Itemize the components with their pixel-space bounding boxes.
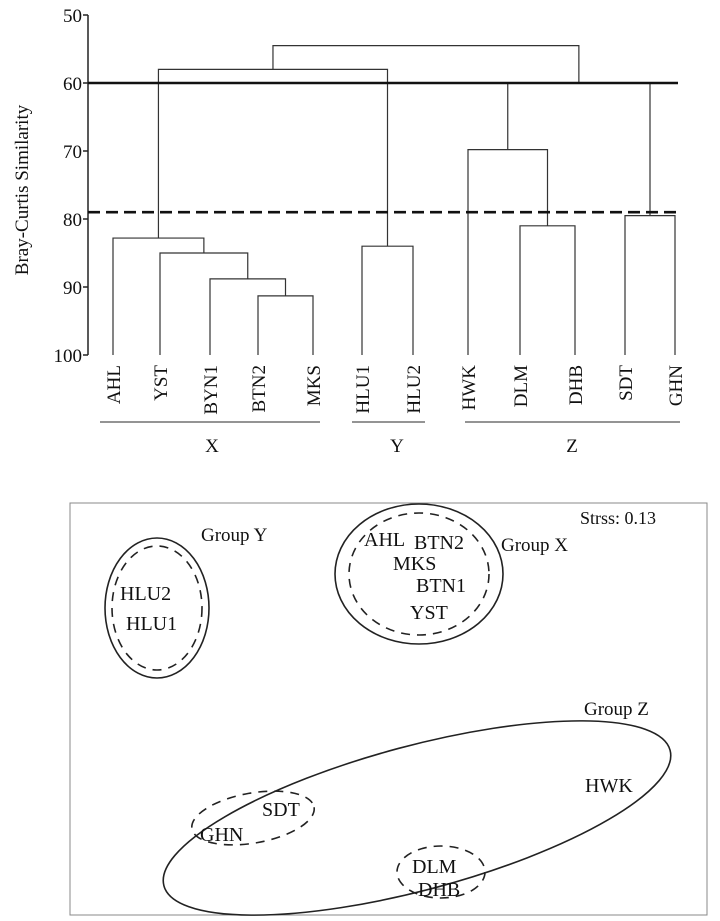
y-axis-label: Bray-Curtis Similarity	[12, 104, 33, 275]
point-label: MKS	[393, 553, 436, 575]
group-label: Group X	[501, 535, 568, 556]
leaf-label: BYN1	[201, 365, 222, 415]
point-label: BTN1	[416, 575, 466, 597]
leaf-label: HWK	[459, 365, 480, 411]
y-tick-label: 50	[63, 6, 82, 27]
point-label: YST	[410, 602, 448, 624]
leaf-label: BTN2	[249, 365, 270, 413]
point-label: HWK	[585, 775, 633, 797]
group-y-inner-ellipse	[111, 545, 203, 671]
y-tick-label: 80	[63, 210, 82, 231]
leaf-label: HLU2	[404, 365, 425, 414]
group-label: Z	[566, 436, 578, 457]
group-label: Group Z	[584, 699, 649, 720]
group-label: X	[205, 436, 219, 457]
point-label: DHB	[418, 879, 460, 901]
dendrogram-link	[272, 45, 580, 83]
leaf-label: GHN	[666, 365, 687, 406]
y-tick-label: 100	[54, 346, 83, 367]
leaf-label: HLU1	[353, 365, 374, 414]
point-label: HLU2	[120, 583, 171, 605]
group-x-ellipse	[334, 503, 504, 645]
point-label: HLU1	[126, 613, 177, 635]
leaf-label: DHB	[566, 365, 587, 405]
sdt-ghn-ellipse	[190, 790, 316, 846]
leaf-label: YST	[151, 365, 172, 401]
dlm-dhb-ellipse	[396, 845, 486, 899]
point-label: GHN	[200, 824, 243, 846]
group-label: Group Y	[201, 525, 268, 546]
point-label: BTN2	[414, 532, 464, 554]
y-tick-label: 90	[63, 278, 82, 299]
leaf-label: SDT	[616, 365, 637, 401]
group-y-ellipse	[104, 537, 210, 679]
leaf-label: MKS	[304, 365, 325, 406]
point-label: DLM	[412, 856, 457, 878]
leaf-label: DLM	[511, 365, 532, 407]
point-label: AHL	[364, 529, 405, 551]
y-tick-label: 70	[63, 142, 82, 163]
group-label: Y	[390, 436, 404, 457]
group-x-inner-ellipse	[348, 512, 490, 636]
y-tick-label: 60	[63, 74, 82, 95]
stress-label: Strss: 0.13	[580, 508, 656, 528]
plot-frame	[69, 502, 708, 916]
leaf-label: AHL	[104, 365, 125, 404]
point-label: SDT	[262, 799, 300, 821]
group-z-ellipse	[162, 720, 672, 916]
